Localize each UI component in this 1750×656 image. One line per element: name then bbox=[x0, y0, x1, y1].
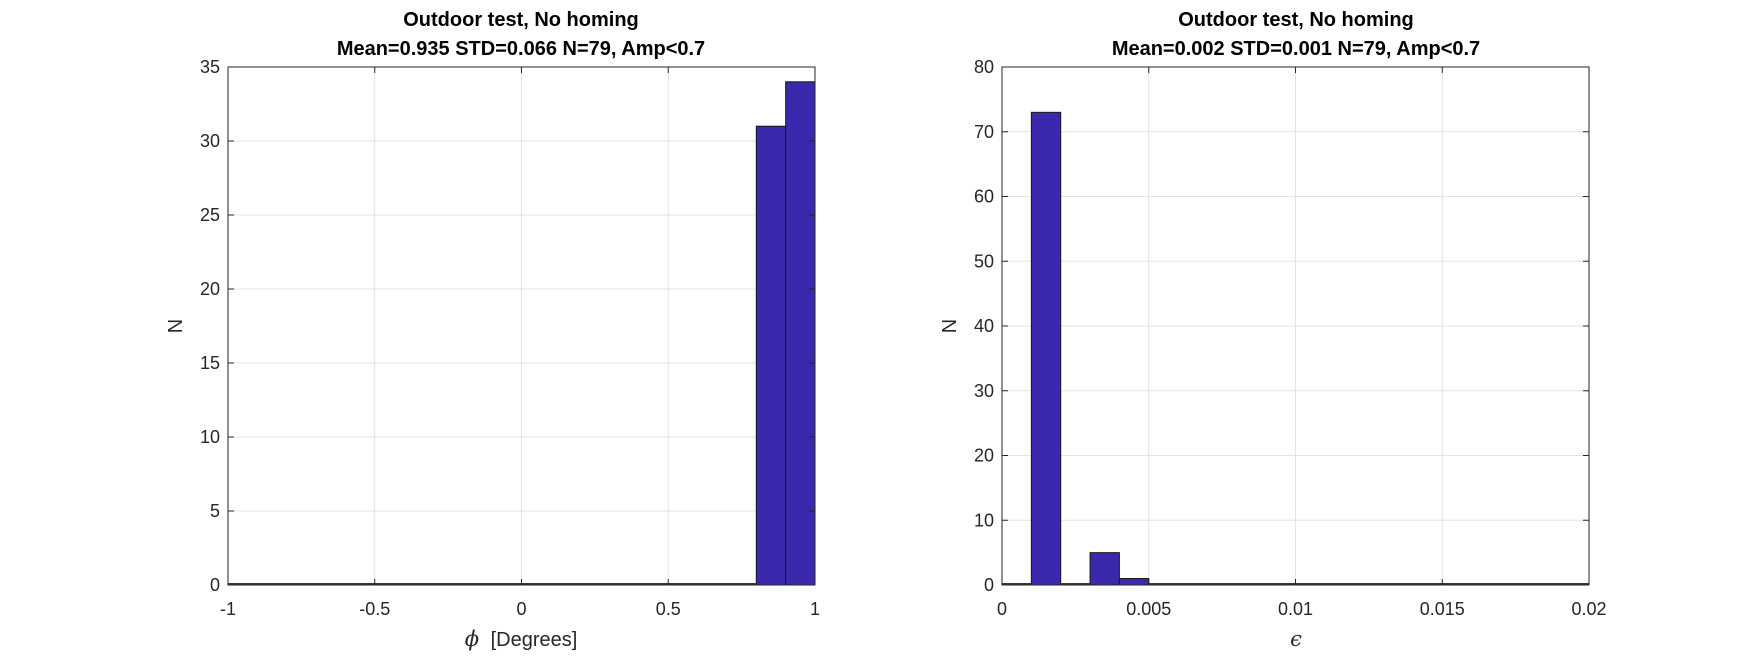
y-tick-label: 60 bbox=[974, 187, 994, 207]
chart-title: Outdoor test, No homing bbox=[403, 9, 639, 31]
y-tick-label: 30 bbox=[974, 381, 994, 401]
histogram-bar bbox=[1118, 578, 1150, 586]
x-tick-label: 0.01 bbox=[1278, 599, 1313, 619]
y-axis-label: N bbox=[165, 319, 187, 333]
y-tick-label: 20 bbox=[974, 446, 994, 466]
y-tick-label: 0 bbox=[984, 575, 994, 595]
tick-labels: 0 0.005 0.01 0.015 0.02 0 10 20 30 40 50 60 70 80 bbox=[974, 57, 1607, 619]
y-tick-label: 0 bbox=[210, 575, 220, 595]
y-tick-label: 10 bbox=[974, 510, 994, 530]
y-tick-label: 40 bbox=[974, 316, 994, 336]
histogram-bar bbox=[1089, 552, 1120, 586]
y-tick-label: 50 bbox=[974, 251, 994, 271]
axes bbox=[227, 66, 816, 586]
chart-subtitle: Mean=0.002 STD=0.001 N=79, Amp<0.7 bbox=[1112, 38, 1480, 60]
chart-title: Outdoor test, No homing bbox=[1178, 9, 1414, 31]
x-tick-label: 0.02 bbox=[1571, 599, 1606, 619]
y-tick-label: 80 bbox=[974, 57, 994, 77]
x-tick-label: 0 bbox=[516, 599, 526, 619]
x-axis-symbol: ϕ bbox=[465, 627, 479, 651]
y-tick-label: 30 bbox=[200, 131, 220, 151]
y-tick-label: 20 bbox=[200, 279, 220, 299]
y-tick-label: 35 bbox=[200, 57, 220, 77]
y-tick-label: 70 bbox=[974, 122, 994, 142]
histogram-phi: Outdoor test, No homing Mean=0.935 STD=0… bbox=[165, 9, 820, 651]
grid bbox=[227, 66, 816, 586]
histogram-epsilon: Outdoor test, No homing Mean=0.002 STD=0… bbox=[939, 9, 1607, 651]
x-tick-label: 1 bbox=[810, 599, 820, 619]
histogram-bar bbox=[1030, 111, 1062, 586]
x-tick-label: -0.5 bbox=[359, 599, 390, 619]
y-tick-label: 5 bbox=[210, 501, 220, 521]
y-tick-label: 25 bbox=[200, 205, 220, 225]
chart-subtitle: Mean=0.935 STD=0.066 N=79, Amp<0.7 bbox=[337, 38, 705, 60]
y-axis-label: N bbox=[939, 319, 961, 333]
x-tick-label: -1 bbox=[220, 599, 236, 619]
x-axis-label: ϵ bbox=[1290, 627, 1302, 651]
y-tick-label: 15 bbox=[200, 353, 220, 373]
histogram-bar bbox=[755, 125, 787, 586]
x-tick-label: 0.015 bbox=[1420, 599, 1465, 619]
grid bbox=[1001, 66, 1590, 586]
y-tick-label: 10 bbox=[200, 427, 220, 447]
axes bbox=[1001, 66, 1590, 586]
bars bbox=[1002, 111, 1589, 586]
x-tick-label: 0.5 bbox=[656, 599, 681, 619]
x-tick-label: 0.005 bbox=[1126, 599, 1171, 619]
x-axis-label: ϕ [Degrees] bbox=[465, 627, 578, 651]
x-tick-label: 0 bbox=[997, 599, 1007, 619]
x-axis-unit: [Degrees] bbox=[491, 629, 578, 651]
histogram-bar bbox=[785, 81, 816, 586]
